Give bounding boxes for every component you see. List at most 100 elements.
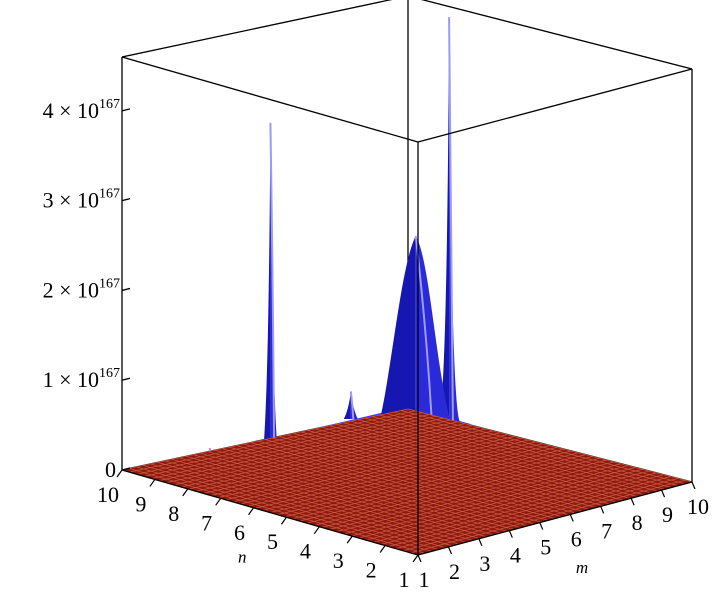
z-tick-base: 4 × 10 <box>43 98 99 123</box>
peak-highlight <box>448 17 454 422</box>
z-tick-base: 1 × 10 <box>43 367 99 392</box>
surface-gridline <box>293 433 583 512</box>
m-tick-mark <box>661 489 666 498</box>
peak-shadow <box>259 122 271 474</box>
z-tick-mark <box>121 108 131 112</box>
m-tick-mark <box>508 530 513 538</box>
n-tick-mark <box>379 545 386 553</box>
n-tick-label: 6 <box>234 520 245 545</box>
surface-gridline <box>232 436 515 503</box>
m-tick-label: 3 <box>479 551 490 576</box>
m-tick-mark <box>569 514 574 522</box>
m-tick-label: 4 <box>510 543 521 568</box>
n-tick-label: 5 <box>267 529 278 554</box>
m-tick-label: 2 <box>449 559 460 584</box>
surface-gridline <box>329 425 617 503</box>
n-tick-label: 7 <box>201 510 212 535</box>
m-tick-label: 8 <box>632 510 643 535</box>
x-axis-label: m <box>576 558 588 577</box>
peak-shadow <box>363 236 416 462</box>
n-tick-label: 8 <box>168 501 179 526</box>
m-tick-label: 5 <box>540 535 551 560</box>
surface-gridline <box>121 408 409 471</box>
m-tick-label: 7 <box>601 518 612 543</box>
surface-gridline <box>158 417 444 481</box>
n-tick-mark <box>313 526 320 535</box>
peak-shadow <box>438 17 450 422</box>
n-tick-mark <box>248 507 255 516</box>
n-tick-mark <box>412 554 419 563</box>
peak-face <box>415 236 468 462</box>
peak-2 <box>438 17 461 422</box>
z-tick-exp: 167 <box>99 276 120 291</box>
plot-box-front <box>121 56 693 556</box>
surface-gridline <box>322 426 610 505</box>
z-tick-base: 3 × 10 <box>43 188 99 213</box>
z-tick-exp: 167 <box>99 366 120 381</box>
surface-gridline <box>210 430 494 496</box>
n-tick-mark <box>215 497 222 506</box>
surface-gridline <box>357 419 645 496</box>
surface-gridline <box>393 411 679 486</box>
m-tick-mark <box>691 481 696 490</box>
z-tick-mark <box>121 287 131 292</box>
peak-shadow <box>343 391 351 420</box>
n-tick-mark <box>346 535 353 544</box>
box-edge <box>121 0 393 58</box>
z-tick-label: 2 × 10167 <box>43 276 120 302</box>
surface-gridline <box>203 428 487 494</box>
box-edge <box>417 68 693 143</box>
surface-gridline <box>379 414 665 490</box>
m-tick-label: 6 <box>571 526 582 551</box>
surface-gridline <box>336 423 624 501</box>
surface-gridline <box>365 417 651 494</box>
surface-gridline <box>247 439 529 507</box>
z-tick-mark <box>121 467 131 471</box>
surface-gridline <box>195 426 480 492</box>
surface-gridline <box>188 425 472 490</box>
n-tick-mark <box>280 516 287 525</box>
box-edge <box>417 481 693 556</box>
surface-gridline <box>136 412 423 475</box>
z-tick-label: 4 × 10167 <box>43 97 120 123</box>
n-tick-label: 2 <box>366 558 377 583</box>
surface-gridline <box>262 443 543 511</box>
n-tick-label: 1 <box>399 567 410 592</box>
surface-gridline <box>255 441 536 509</box>
z-tick-label: 3 × 10167 <box>43 187 120 213</box>
m-tick-mark <box>539 522 544 530</box>
surface-gridline <box>151 415 437 479</box>
surface-gridline <box>269 445 551 513</box>
surface-gridline <box>218 432 501 498</box>
peak-1 <box>343 391 358 420</box>
m-tick-mark <box>478 538 483 547</box>
z-tick-label: 0 <box>105 457 116 482</box>
n-tick-mark <box>149 479 156 487</box>
surface-gridline <box>286 434 576 514</box>
m-tick-mark <box>447 546 452 555</box>
m-tick-mark <box>600 506 605 514</box>
surface-gridline <box>343 422 631 499</box>
surface-gridline <box>407 408 693 483</box>
m-tick-mark <box>630 497 635 506</box>
surface-gridline <box>372 416 658 492</box>
peak-4 <box>259 122 282 474</box>
surface-gridline <box>129 410 416 473</box>
surface-gridline <box>144 414 430 477</box>
box-edge <box>121 56 419 143</box>
surface-gridline <box>225 434 508 501</box>
n-tick-mark <box>182 488 189 497</box>
z-tick-mark <box>121 198 131 202</box>
surface-gridline <box>173 421 458 486</box>
surface-gridline <box>240 437 522 505</box>
z-tick-mark <box>121 377 131 381</box>
m-tick-label: 10 <box>687 494 709 519</box>
surface-gridline <box>400 410 686 485</box>
z-tick-exp: 167 <box>99 97 120 112</box>
blue-surface <box>183 17 472 476</box>
n-tick-label: 4 <box>300 539 311 564</box>
peak-highlight <box>349 391 355 420</box>
